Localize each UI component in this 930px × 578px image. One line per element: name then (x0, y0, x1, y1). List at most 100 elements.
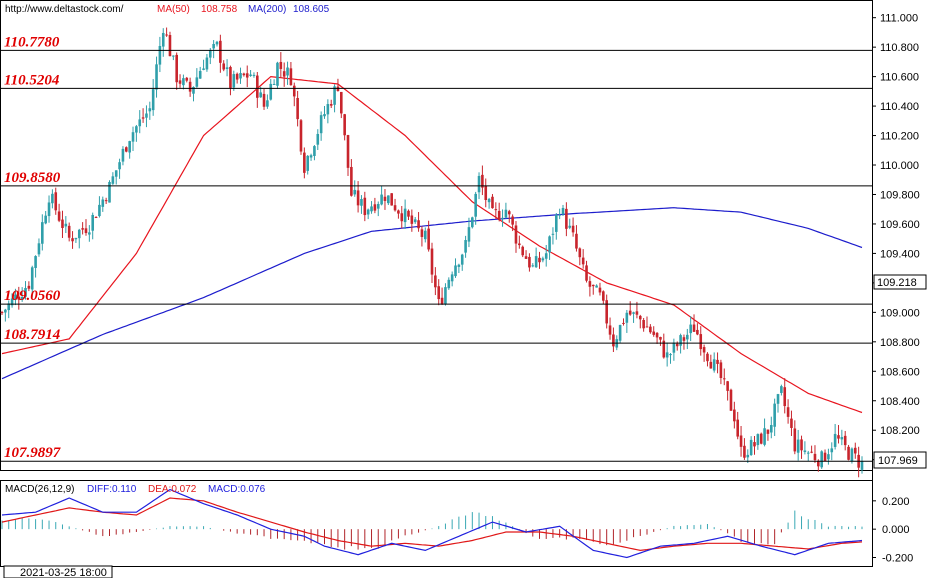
candle-bearish (642, 320, 645, 329)
candle-bullish (64, 223, 68, 227)
candle-bearish (350, 166, 353, 196)
candle-bullish (212, 43, 215, 49)
current-price-label: 107.969 (878, 455, 918, 467)
date-label: 2021-03-25 18:00 (20, 567, 107, 578)
candle-bearish (843, 435, 847, 446)
candle-bullish (625, 312, 629, 323)
level-label: 108.7914 (4, 327, 61, 343)
candle-bullish (850, 448, 854, 462)
candle-bearish (329, 104, 333, 106)
price-tick-label: 110.600 (880, 72, 919, 84)
candle-bullish (568, 225, 572, 228)
candle-bullish (333, 86, 336, 105)
macd-panel: 0.200 0.000 -0.200 MACD(26,12,9) DIFF:0.11… (0, 480, 913, 567)
candle-bullish (316, 133, 320, 145)
candle-bullish (225, 67, 229, 69)
candle-bearish (410, 215, 414, 224)
candle-bullish (450, 274, 454, 282)
candle-bullish (98, 204, 101, 217)
candle-bullish (88, 232, 91, 235)
candle-bullish (712, 359, 716, 371)
candle-bearish (346, 135, 350, 168)
candle-bearish (343, 114, 346, 136)
candle-bullish (252, 74, 256, 76)
candle-bullish (820, 451, 823, 468)
candle-bearish (0, 312, 4, 314)
candle-bullish (370, 206, 373, 212)
price-tick-label: 109.600 (880, 219, 920, 231)
candle-bearish (417, 220, 420, 229)
candle-bearish (649, 326, 652, 333)
candle-bearish (296, 97, 299, 120)
ma200-line (1, 207, 863, 380)
price-tick-label: 108.400 (880, 396, 920, 408)
candle-bullish (796, 439, 800, 453)
candle-bullish (74, 237, 78, 240)
candle-bearish (514, 225, 518, 244)
date-box (3, 565, 113, 578)
candle-bearish (753, 442, 756, 447)
candle-bearish (800, 439, 803, 451)
candle-bearish (299, 120, 303, 152)
candle-bullish (544, 253, 548, 259)
candle-bearish (733, 409, 736, 422)
candle-bullish (47, 202, 51, 217)
macd-tick-label: -0.200 (882, 553, 913, 565)
candle-bullish (454, 265, 457, 277)
candle-bullish (158, 46, 162, 65)
candle-bearish (521, 246, 525, 256)
candle-bullish (215, 41, 219, 45)
diff-label: DIFF:0.110 (87, 484, 137, 495)
candle-bullish (827, 454, 830, 460)
level-label: 107.9897 (4, 445, 61, 461)
candle-bearish (185, 77, 189, 81)
candle-bearish (497, 210, 501, 221)
candle-bullish (4, 309, 7, 313)
ma200-value: 108.605 (293, 4, 330, 15)
candle-bullish (286, 67, 289, 76)
dea-series (1, 497, 863, 552)
candle-bullish (464, 240, 467, 253)
candle-bullish (447, 279, 451, 289)
time-axis: 2021-03-25 18:00 (3, 565, 113, 578)
candle-bearish (726, 381, 729, 391)
candle-bullish (679, 335, 682, 346)
candle-bearish (229, 66, 232, 88)
candle-bearish (585, 265, 588, 281)
price-tick-label: 108.200 (880, 425, 920, 437)
candle-bearish (54, 192, 58, 211)
candle-bullish (457, 264, 461, 267)
candle-bearish (612, 334, 615, 347)
candle-bearish (588, 281, 592, 287)
candle-bearish (739, 435, 743, 447)
candle-bearish (245, 73, 249, 78)
price-tick-label: 111.000 (880, 13, 918, 25)
macd-tick-label: 0.000 (882, 524, 910, 536)
ma50-value: 108.758 (201, 4, 238, 15)
price-tick-label: 108.800 (880, 337, 920, 349)
candle-bearish (662, 340, 666, 358)
candle-bearish (94, 217, 98, 219)
support-resistance-levels: 110.7780 110.5204 109.8580 109.0560 108.7914… (0, 34, 872, 462)
candle-bearish (390, 193, 393, 206)
candle-bearish (682, 337, 686, 341)
candle-bullish (37, 243, 41, 255)
candle-bullish (192, 86, 195, 94)
candle-bearish (575, 233, 578, 249)
candle-bullish (272, 83, 276, 85)
candle-bearish (481, 174, 484, 188)
candle-bearish (736, 419, 740, 437)
candle-bearish (722, 378, 726, 380)
macd-label: MACD(26,12,9) (5, 484, 74, 495)
macd-value-label: MACD:0.076 (208, 484, 266, 495)
marker-price-box (873, 274, 927, 290)
candle-bullish (460, 254, 464, 265)
candle-bullish (195, 77, 199, 87)
candle-bullish (44, 215, 47, 224)
candle-bearish (222, 63, 226, 70)
level-label: 109.8580 (4, 170, 61, 186)
candle-bullish (326, 104, 330, 115)
level-label: 109.0560 (4, 288, 61, 304)
candle-bullish (467, 227, 471, 242)
